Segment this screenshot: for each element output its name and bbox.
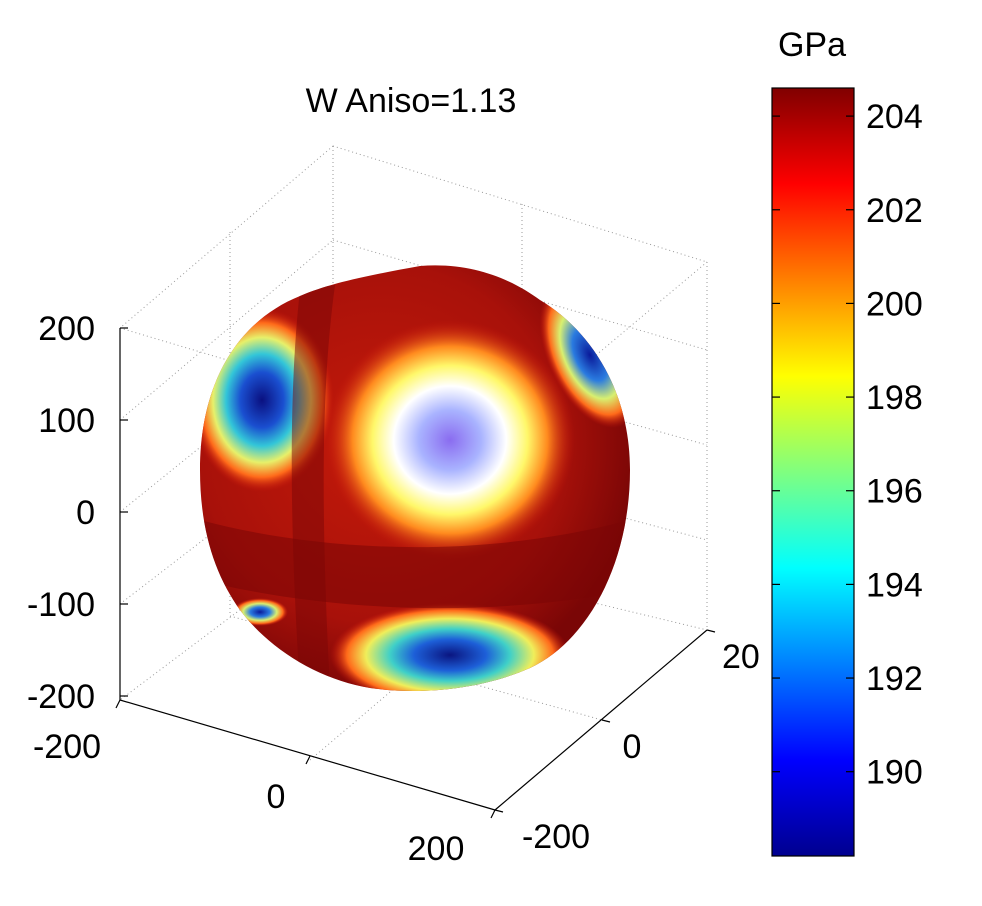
z-tick-label: -100	[27, 586, 95, 624]
colorbar-unit-label: GPa	[778, 26, 846, 64]
colorbar-tick-label: 204	[866, 98, 923, 136]
axes-lines	[119, 328, 708, 811]
colorbar-tick-label: 196	[866, 473, 923, 511]
y-tick-label: 0	[623, 728, 642, 766]
z-tick-marks	[120, 327, 128, 697]
surface	[200, 265, 630, 691]
z-tick-label: 200	[38, 310, 95, 348]
colorbar-gradient	[771, 87, 855, 857]
x-tick-label: -200	[33, 728, 101, 766]
y-tick-marks	[494, 629, 716, 813]
y-tick-labels: -200 0 20	[522, 638, 760, 856]
colorbar-tick-label: 202	[866, 192, 923, 230]
colorbar-tick-label: 198	[866, 379, 923, 417]
z-tick-label: -200	[27, 678, 95, 716]
colorbar-tick-label: 200	[866, 285, 923, 323]
y-tick-label: 20	[722, 638, 760, 676]
z-tick-label: 100	[38, 402, 95, 440]
colorbar-tick-label: 190	[866, 754, 923, 792]
x-tick-label: 0	[267, 778, 286, 816]
x-tick-marks	[115, 699, 496, 819]
colorbar-tick-label: 192	[866, 660, 923, 698]
chart-title: W Aniso=1.13	[306, 82, 517, 120]
y-tick-label: -200	[522, 818, 590, 856]
z-tick-label: 0	[76, 494, 95, 532]
colorbar: 204 202 200 198 196 194 192 190 GPa	[771, 26, 923, 857]
colorbar-tick-label: 194	[866, 566, 923, 604]
z-tick-labels: 200 100 0 -100 -200	[27, 310, 95, 716]
x-tick-label: 200	[408, 830, 465, 868]
x-tick-labels: -200 0 200	[33, 728, 464, 868]
colorbar-ticks: 204 202 200 198 196 194 192 190	[772, 98, 923, 792]
